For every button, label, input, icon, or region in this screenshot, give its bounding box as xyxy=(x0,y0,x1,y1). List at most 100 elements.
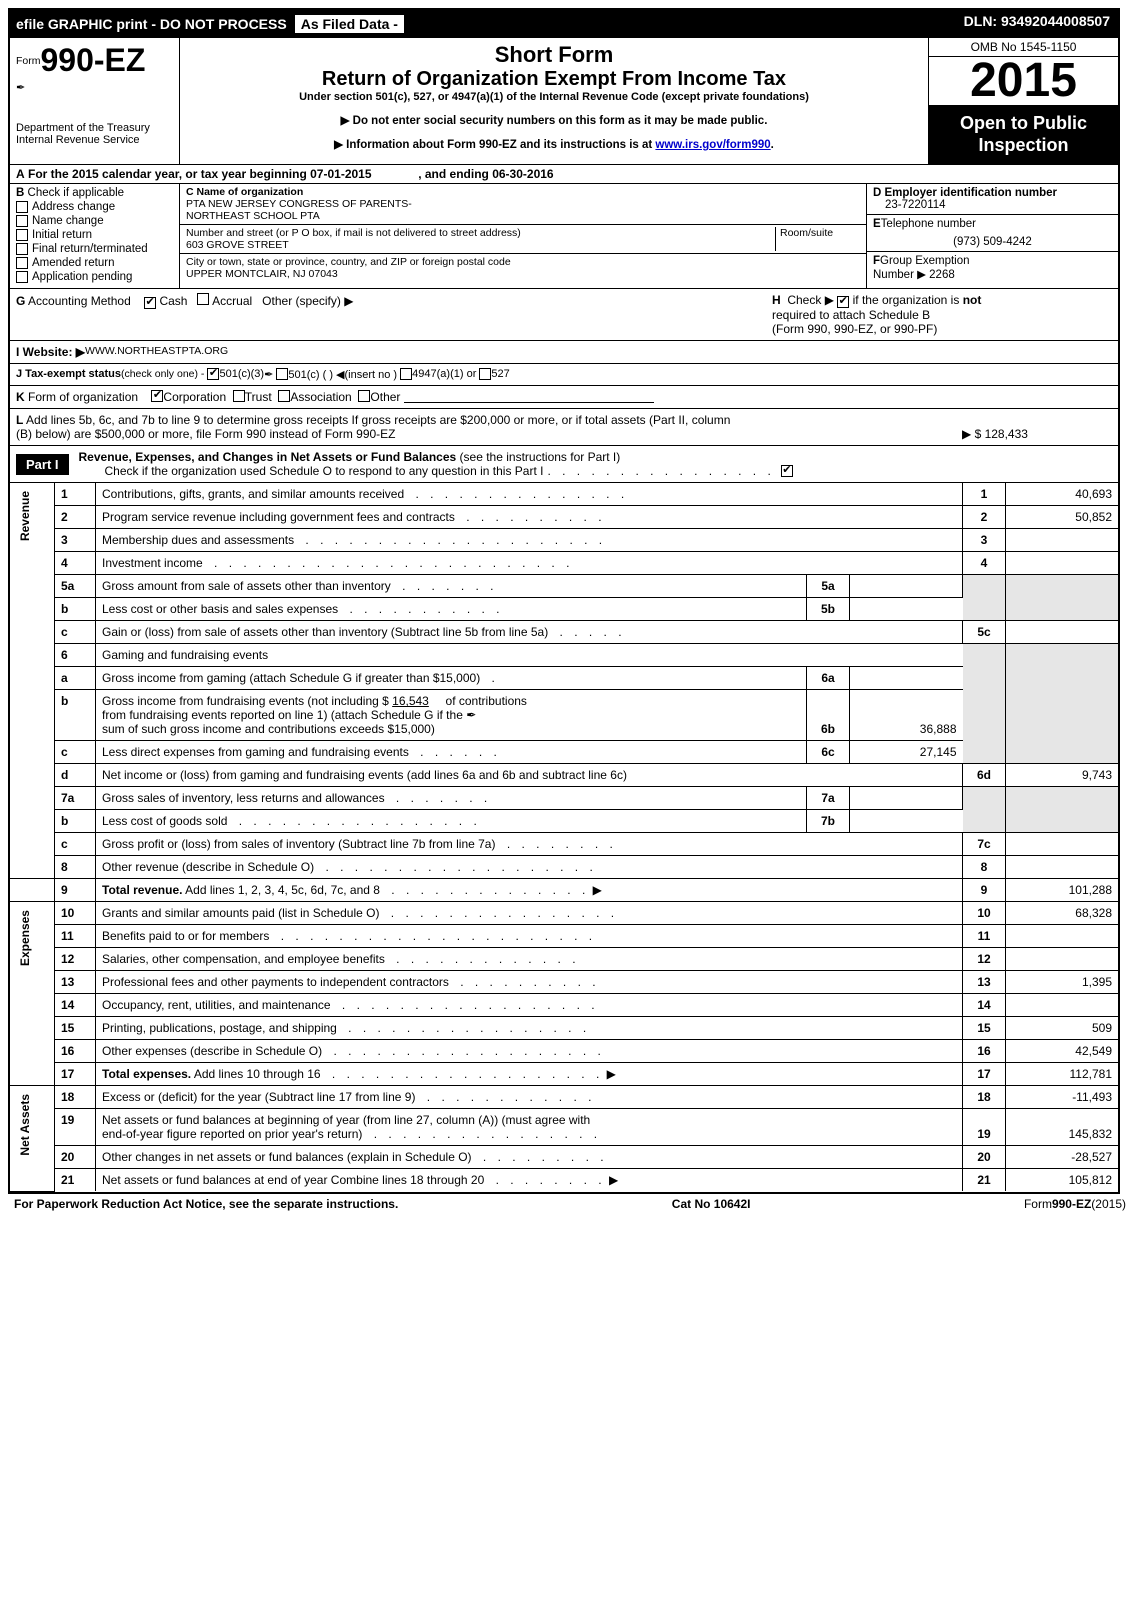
chk-application-pending[interactable] xyxy=(16,271,28,283)
line15-num: 15 xyxy=(55,1017,96,1040)
chk-527[interactable] xyxy=(479,368,491,380)
line5b-num: b xyxy=(55,598,96,621)
line6c-num: c xyxy=(55,741,96,764)
opt-4947a1: 4947(a)(1) or xyxy=(412,368,476,380)
chk-501c3[interactable]: ✔ xyxy=(207,368,219,380)
line15-desc: Printing, publications, postage, and shi… xyxy=(102,1021,337,1035)
label-h: H xyxy=(772,293,781,307)
line11-desc: Benefits paid to or for members xyxy=(102,929,269,943)
h-not: not xyxy=(963,293,982,307)
instr-info: ▶ Information about Form 990-EZ and its … xyxy=(188,137,920,151)
line4-val xyxy=(1006,552,1119,575)
opt-accrual: Accrual xyxy=(212,294,252,308)
irs-link[interactable]: www.irs.gov/form990 xyxy=(655,139,770,151)
opt-corporation: Corporation xyxy=(163,390,226,404)
chk-address-change[interactable] xyxy=(16,201,28,213)
h-text2: if the organization is xyxy=(853,293,960,307)
line6a-num: a xyxy=(55,667,96,690)
chk-schedule-o-part1[interactable]: ✔ xyxy=(781,465,793,477)
label-d-ein: D Employer identification number xyxy=(873,187,1112,199)
opt-trust: Trust xyxy=(245,390,272,404)
opt-initial-return: Initial return xyxy=(32,229,92,241)
chk-trust[interactable] xyxy=(233,390,245,402)
line6b-d1: Gross income from fundraising events (no… xyxy=(102,694,389,708)
line6d-rn: 6d xyxy=(963,764,1006,787)
footer-year: (2015) xyxy=(1091,1197,1126,1211)
line6d-desc: Net income or (loss) from gaming and fun… xyxy=(102,768,627,782)
line5a-num: 5a xyxy=(55,575,96,598)
line8-rn: 8 xyxy=(963,856,1006,879)
topbar: efile GRAPHIC print - DO NOT PROCESS As … xyxy=(10,10,1118,38)
dept-treasury: Department of the Treasury xyxy=(16,122,173,134)
line19-rn: 19 xyxy=(963,1109,1006,1146)
line13-num: 13 xyxy=(55,971,96,994)
part1-sub: (see the instructions for Part I) xyxy=(460,450,621,464)
line7c-desc: Gross profit or (loss) from sales of inv… xyxy=(102,837,495,851)
row-i: I Website: ▶ WWW.NORTHEASTPTA.ORG xyxy=(10,341,1118,364)
line2-val: 50,852 xyxy=(1006,506,1119,529)
chk-4947a1[interactable] xyxy=(400,368,412,380)
chk-initial-return[interactable] xyxy=(16,229,28,241)
line10-rn: 10 xyxy=(963,902,1006,925)
line14-num: 14 xyxy=(55,994,96,1017)
side-expenses: Expenses xyxy=(16,906,34,970)
form-container: efile GRAPHIC print - DO NOT PROCESS As … xyxy=(8,8,1120,1194)
line11-num: 11 xyxy=(55,925,96,948)
label-room: Room/suite xyxy=(780,227,860,239)
line14-val xyxy=(1006,994,1119,1017)
line4-num: 4 xyxy=(55,552,96,575)
line1-rn: 1 xyxy=(963,483,1006,506)
line13-rn: 13 xyxy=(963,971,1006,994)
line19-d1: Net assets or fund balances at beginning… xyxy=(102,1113,590,1127)
chk-final-return[interactable] xyxy=(16,243,28,255)
opt-name-change: Name change xyxy=(32,215,104,227)
chk-association[interactable] xyxy=(278,390,290,402)
chk-accrual[interactable] xyxy=(197,293,209,305)
part1-table: Revenue 1 Contributions, gifts, grants, … xyxy=(10,483,1118,1192)
label-l: L xyxy=(16,413,23,427)
line12-num: 12 xyxy=(55,948,96,971)
section-bcd: B Check if applicable Address change Nam… xyxy=(10,184,1118,289)
row-k: K Form of organization ✔Corporation Trus… xyxy=(10,386,1118,409)
line4-rn: 4 xyxy=(963,552,1006,575)
line21-val: 105,812 xyxy=(1006,1169,1119,1192)
line11-rn: 11 xyxy=(963,925,1006,948)
line21-desc: Net assets or fund balances at end of ye… xyxy=(102,1173,484,1187)
chk-cash[interactable]: ✔ xyxy=(144,297,156,309)
line5a-desc: Gross amount from sale of assets other t… xyxy=(102,579,391,593)
group-exemption-value: 2268 xyxy=(929,269,955,281)
chk-other-org[interactable] xyxy=(358,390,370,402)
chk-name-change[interactable] xyxy=(16,215,28,227)
instr-info-pre: ▶ Information about Form 990-EZ and its … xyxy=(334,139,655,151)
line15-rn: 15 xyxy=(963,1017,1006,1040)
label-i-website: I Website: ▶ xyxy=(16,345,85,359)
line6c-mn: 6c xyxy=(807,741,850,764)
under-section: Under section 501(c), 527, or 4947(a)(1)… xyxy=(188,91,920,103)
chk-amended-return[interactable] xyxy=(16,257,28,269)
row-a-text1: For the 2015 calendar year, or tax year … xyxy=(28,167,372,181)
chk-501c[interactable] xyxy=(276,368,288,380)
line20-rn: 20 xyxy=(963,1146,1006,1169)
line8-num: 8 xyxy=(55,856,96,879)
label-f: F xyxy=(873,255,880,267)
chk-sched-b-not-required[interactable]: ✔ xyxy=(837,296,849,308)
short-form-title: Short Form xyxy=(188,42,920,68)
footer-cat-no: Cat No 10642I xyxy=(672,1197,751,1211)
opt-501c3: 501(c)(3) xyxy=(219,368,264,380)
chk-corporation[interactable]: ✔ xyxy=(151,390,163,402)
side-net-assets: Net Assets xyxy=(16,1090,34,1160)
line18-num: 18 xyxy=(55,1086,96,1109)
line5c-desc: Gain or (loss) from sale of assets other… xyxy=(102,625,548,639)
part1-header: Part I Revenue, Expenses, and Changes in… xyxy=(10,446,1118,483)
label-e: E xyxy=(873,218,881,230)
line15-val: 509 xyxy=(1006,1017,1119,1040)
line6c-desc: Less direct expenses from gaming and fun… xyxy=(102,745,409,759)
line6b-d4: sum of such gross income and contributio… xyxy=(102,722,435,736)
line5c-val xyxy=(1006,621,1119,644)
line9-desc2: Add lines 1, 2, 3, 4, 5c, 6d, 7c, and 8 xyxy=(185,883,380,897)
line14-desc: Occupancy, rent, utilities, and maintena… xyxy=(102,998,331,1012)
line6a-mn: 6a xyxy=(807,667,850,690)
opt-501c: 501(c) ( ) ◀(insert no ) xyxy=(288,368,397,381)
line6b-underline-amount: 16,543 xyxy=(392,694,429,708)
return-title: Return of Organization Exempt From Incom… xyxy=(188,68,920,91)
